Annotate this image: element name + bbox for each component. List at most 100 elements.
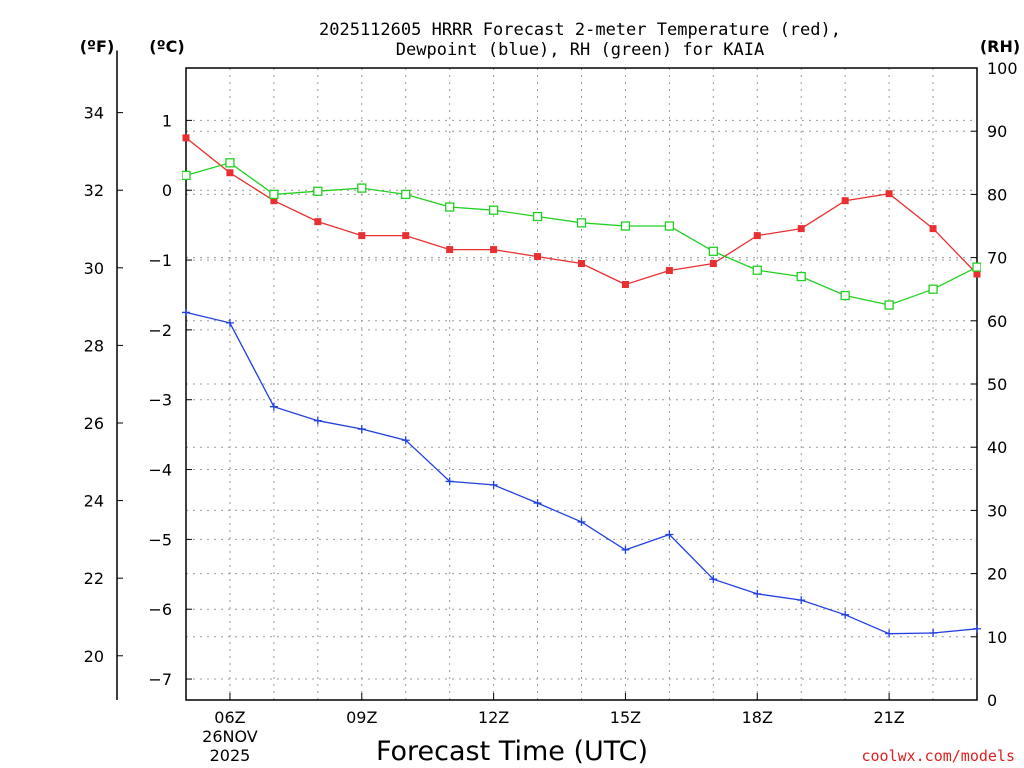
fahrenheit-unit-label: (ºF) — [80, 37, 115, 56]
dewpoint-point — [357, 425, 366, 434]
rh-point — [796, 271, 806, 282]
rh-point — [708, 246, 718, 256]
rh-point — [664, 221, 675, 231]
grid-layer — [186, 68, 977, 700]
fahrenheit-tick-label: 28 — [84, 336, 104, 355]
rh-tick-label: 0 — [987, 691, 997, 710]
rh-point — [225, 158, 235, 168]
rh-tick-label: 100 — [987, 59, 1018, 78]
rh-point — [840, 290, 850, 301]
rh-point — [752, 265, 762, 275]
x-tick-label: 15Z — [610, 708, 641, 727]
temperature-point — [534, 253, 542, 261]
dewpoint-point — [313, 416, 322, 425]
dewpoint-point — [269, 402, 278, 411]
celsius-tick-label: −5 — [148, 530, 172, 549]
temperature-point — [621, 280, 629, 288]
temperature-point — [841, 197, 849, 205]
rh-point — [445, 202, 455, 212]
dewpoint-point — [401, 436, 410, 445]
dewpoint-point — [929, 628, 938, 637]
celsius-tick-label: 1 — [162, 111, 172, 130]
temperature-point — [358, 232, 366, 240]
rh-tick-label: 50 — [987, 375, 1007, 394]
rh-point — [313, 186, 323, 196]
temperature-point — [665, 267, 673, 275]
rh-point — [532, 211, 543, 222]
series-rh — [182, 158, 981, 310]
series-temperature — [182, 134, 981, 288]
rh-point — [269, 189, 279, 200]
fahrenheit-tick-label: 30 — [84, 259, 104, 278]
celsius-tick-label: −4 — [148, 461, 172, 480]
celsius-tick-label: −7 — [148, 670, 172, 689]
fahrenheit-tick-label: 24 — [84, 492, 104, 511]
rh-tick-label: 30 — [987, 501, 1007, 520]
x-date-label: 26NOV — [202, 727, 258, 746]
rh-point — [182, 170, 191, 181]
x-tick-label: 09Z — [346, 708, 377, 727]
rh-point — [576, 218, 587, 228]
dewpoint-point — [182, 308, 190, 317]
series-dewpoint — [182, 308, 981, 638]
temperature-point — [402, 232, 410, 240]
temperature-point — [709, 260, 717, 268]
rh-point — [620, 221, 631, 231]
rh-point — [488, 205, 499, 215]
dewpoint-point — [753, 589, 762, 598]
dewpoint-point — [973, 624, 981, 633]
temperature-point — [314, 218, 322, 226]
fahrenheit-tick-label: 22 — [84, 569, 104, 588]
fahrenheit-tick-label: 20 — [84, 647, 104, 666]
dewpoint-point — [665, 530, 674, 539]
credit-label: coolwx.com/models — [861, 747, 1015, 765]
temperature-point — [446, 246, 454, 254]
celsius-unit-label: (ºC) — [149, 37, 184, 56]
dewpoint-point — [797, 596, 806, 605]
dewpoint-point — [709, 575, 718, 584]
dewpoint-point — [533, 499, 542, 508]
dewpoint-point — [577, 517, 586, 526]
temperature-point — [929, 225, 937, 233]
rh-tick-label: 60 — [987, 312, 1007, 331]
celsius-tick-label: −6 — [148, 600, 172, 619]
rh-tick-label: 70 — [987, 249, 1007, 268]
temperature-point — [490, 246, 498, 254]
temperature-point — [973, 270, 981, 278]
temperature-point — [753, 232, 761, 240]
dewpoint-point — [489, 480, 498, 489]
temperature-point — [182, 134, 190, 142]
series-layer — [182, 134, 981, 638]
dewpoint-point — [621, 545, 630, 554]
celsius-tick-label: −3 — [148, 391, 172, 410]
rh-point — [401, 189, 411, 200]
dewpoint-line — [185, 311, 978, 635]
fahrenheit-tick-label: 26 — [84, 414, 104, 433]
rh-tick-label: 40 — [987, 438, 1007, 457]
fahrenheit-tick-label: 34 — [84, 104, 104, 123]
fahrenheit-tick-label: 32 — [84, 181, 104, 200]
dewpoint-point — [885, 629, 894, 638]
rh-unit-label: (RH) — [980, 37, 1020, 56]
x-tick-label: 12Z — [478, 708, 509, 727]
rh-point — [928, 284, 938, 294]
x-tick-label: 21Z — [873, 708, 904, 727]
celsius-tick-label: −1 — [148, 251, 172, 270]
rh-point — [884, 300, 894, 310]
rh-line — [185, 162, 978, 306]
celsius-tick-label: 0 — [162, 181, 172, 200]
axes-layer: 10−1−2−3−4−5−6−7343230282624222001020304… — [84, 50, 1018, 765]
rh-tick-label: 20 — [987, 565, 1007, 584]
rh-tick-label: 10 — [987, 628, 1007, 647]
rh-tick-label: 90 — [987, 122, 1007, 141]
chart-title: 2025112605 HRRR Forecast 2-meter Tempera… — [319, 20, 841, 40]
temperature-point — [226, 169, 234, 177]
x-tick-label: 18Z — [742, 708, 773, 727]
temperature-point — [270, 197, 278, 205]
dewpoint-point — [841, 610, 850, 619]
x-axis-label: Forecast Time (UTC) — [376, 736, 648, 767]
dewpoint-point — [225, 318, 234, 327]
temperature-point — [578, 260, 585, 268]
rh-point — [972, 262, 981, 272]
